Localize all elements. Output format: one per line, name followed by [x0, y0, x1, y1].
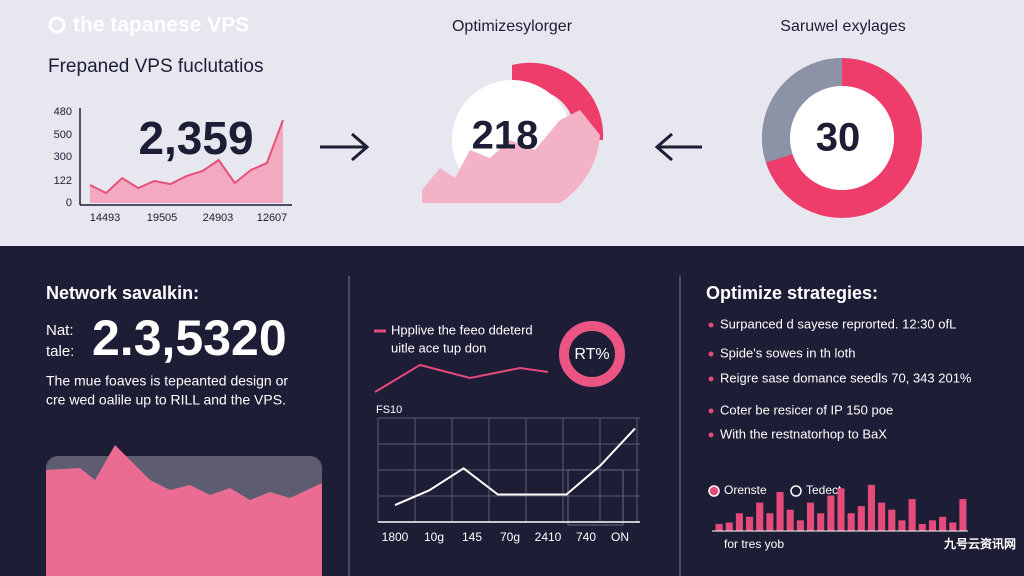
y-tick-label: 480 — [54, 106, 72, 118]
watermark: 九号云资讯网 — [943, 536, 1016, 551]
bar — [847, 513, 855, 531]
legend-text: Tedect. — [806, 483, 845, 497]
bar — [796, 520, 804, 531]
donut-chart — [762, 58, 922, 218]
legend-swatch — [790, 485, 802, 497]
bar — [878, 502, 886, 531]
bar — [725, 522, 733, 531]
big-number: 2,359 — [138, 112, 253, 164]
text-line: cre wed oalile up to RILL and the VPS. — [46, 392, 286, 408]
bar — [939, 516, 947, 531]
bullet-text: Surpanced d sayese reprorted. 12:30 ofL — [720, 316, 956, 331]
bar — [786, 509, 794, 531]
bar — [949, 522, 957, 531]
big-number: 30 — [816, 116, 861, 160]
bullet-list: Surpanced d sayese reprorted. 12:30 ofL S… — [708, 316, 972, 441]
label: Nat: — [46, 322, 74, 339]
x-tick-label: 1800 — [382, 530, 409, 544]
y-tick-label: 500 — [54, 129, 72, 141]
bar — [806, 502, 815, 531]
bullet-dot — [708, 432, 714, 438]
arrow — [320, 132, 370, 162]
bar — [959, 499, 967, 531]
panel-title: Network savalkin: — [46, 283, 199, 303]
line-chart: 1800 10g 145 70g 2410 740 ON — [382, 427, 636, 544]
ring — [559, 321, 625, 387]
big-number: 218 — [472, 114, 539, 158]
bar — [898, 520, 906, 531]
legend-swatch — [708, 485, 720, 497]
decor-line — [374, 363, 549, 393]
bar — [918, 523, 926, 531]
x-tick-label: 2410 — [535, 530, 562, 544]
bar — [827, 495, 835, 531]
x-tick-label: 12607 — [257, 212, 288, 224]
x-tick-label: 24903 — [203, 212, 234, 224]
area-chart — [89, 119, 284, 203]
bar — [766, 513, 774, 531]
arrow — [654, 132, 702, 162]
brand-icon — [48, 16, 66, 34]
ring-label: RT% — [574, 346, 609, 363]
bar — [817, 513, 825, 531]
x-tick-label: 70g — [500, 530, 520, 544]
bar — [857, 506, 865, 531]
bullet-dot — [708, 351, 714, 357]
x-tick-label: ON — [611, 530, 629, 544]
donut-center — [790, 86, 894, 190]
legend-text: Orenste — [724, 483, 767, 497]
bullet-dot — [708, 408, 714, 414]
bullet-text: Coter be resicer of IP 150 poe — [720, 402, 893, 417]
panel-title: Optimize strategies: — [706, 283, 878, 303]
panel-title: Optimizesylorger — [452, 18, 573, 35]
bullet-text: Reigre sase domance seedls 70, 343 201% — [720, 370, 972, 385]
bar — [928, 520, 936, 531]
big-number: 2.3,5320 — [92, 310, 287, 366]
area-shape — [46, 445, 322, 576]
bar — [756, 502, 764, 531]
bullet-dot — [708, 376, 714, 382]
donut-segment — [762, 58, 843, 163]
y-tick-label: 0 — [66, 197, 72, 209]
line — [89, 119, 284, 195]
panel-title: Saruwel exylages — [780, 18, 905, 35]
x-tick-label: 740 — [576, 530, 596, 544]
bullet-dot — [708, 322, 714, 328]
x-axis: 14493 19505 24903 12607 — [90, 212, 288, 224]
bar — [888, 509, 896, 531]
line — [394, 427, 636, 506]
gauge-area — [422, 110, 600, 203]
panel-title: Frepaned VPS fuclutatios — [48, 56, 263, 77]
bullet-text: With the restnatorhop to BaX — [720, 426, 887, 441]
text-line: The mue foaves is tepeanted design or — [46, 373, 288, 389]
area — [90, 120, 283, 203]
x-tick-label: 14493 — [90, 212, 121, 224]
bar — [776, 491, 784, 531]
y-axis: 480 500 300 122 0 — [54, 106, 72, 209]
footer-text: for tres yob — [724, 537, 784, 551]
y-tick-label: 122 — [54, 175, 72, 187]
legend-text: uitle ace tup don — [391, 340, 486, 355]
bar — [837, 488, 845, 531]
bullet-text: Spide's sowes in th loth — [720, 345, 855, 360]
bar — [908, 499, 916, 531]
legend-text: Hpplive the feeo ddeterd — [391, 322, 533, 337]
brand: the tapanese VPS — [73, 14, 249, 37]
axis-label: FS10 — [376, 404, 402, 416]
x-tick-label: 19505 — [147, 212, 178, 224]
x-tick-label: 145 — [462, 530, 482, 544]
x-tick-label: 10g — [424, 530, 444, 544]
bar — [735, 513, 743, 531]
y-tick-label: 300 — [54, 151, 72, 163]
bar-chart — [715, 484, 967, 531]
bar — [746, 516, 754, 531]
bar — [715, 523, 723, 531]
bar — [867, 484, 876, 531]
label: tale: — [46, 343, 74, 360]
